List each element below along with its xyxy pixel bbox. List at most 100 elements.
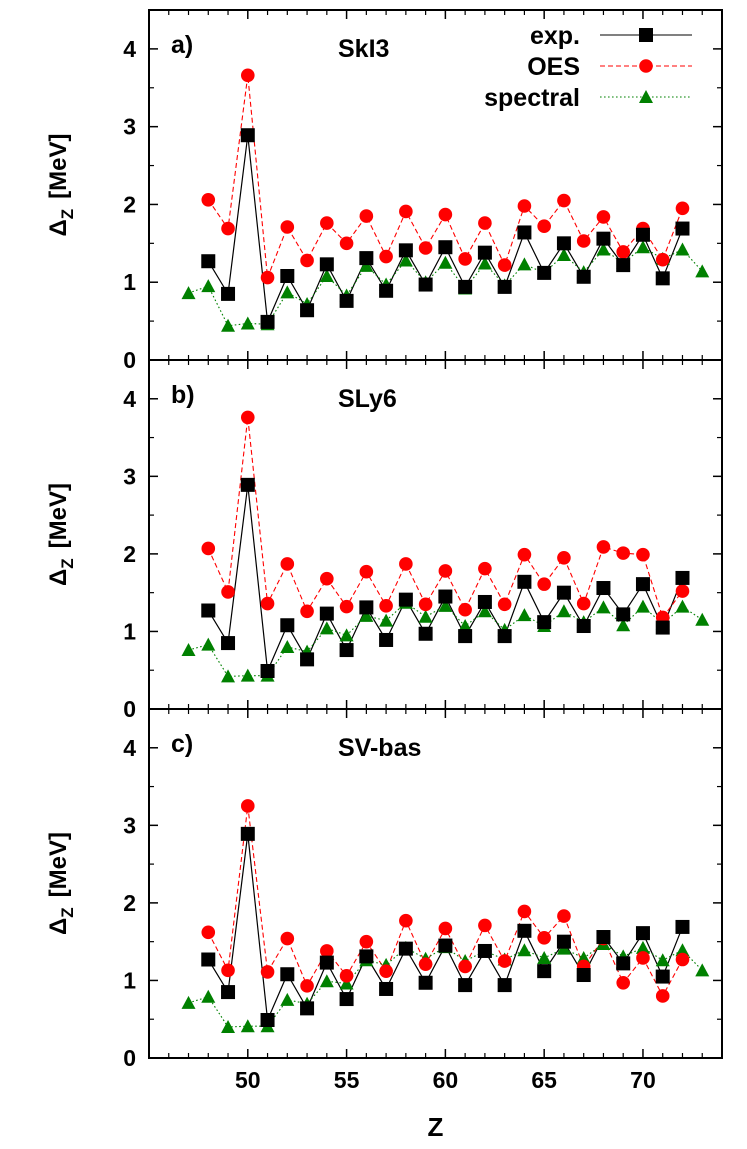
data-point-spectral	[635, 240, 650, 254]
data-point-oes	[418, 241, 433, 255]
data-point-spectral	[201, 637, 216, 651]
data-point-spectral	[181, 995, 196, 1009]
data-point-spectral	[556, 604, 571, 618]
data-point-oes	[576, 596, 591, 611]
data-point-exp	[576, 619, 591, 634]
panel-2: 0 1 2 3 4 b) SLy6 ΔZ [MeV]	[45, 359, 723, 722]
data-point-oes	[201, 192, 216, 207]
y-axis-label-symbol: Δ	[45, 569, 72, 586]
data-point-exp	[418, 277, 433, 292]
data-point-oes	[655, 252, 670, 267]
y-axis-label-subscript: Z	[58, 907, 77, 917]
data-point-exp	[339, 643, 354, 658]
data-point-oes	[280, 557, 295, 571]
data-point-spectral	[537, 950, 552, 964]
series-line-exp	[207, 484, 684, 674]
data-point-oes	[399, 557, 413, 571]
data-point-exp	[576, 269, 591, 284]
data-point-exp	[537, 265, 552, 280]
data-point-oes	[438, 207, 453, 222]
x-tick-label: 60	[433, 1067, 459, 1093]
y-tick-label: 0	[123, 347, 136, 373]
data-point-oes	[300, 253, 314, 268]
data-point-exp	[240, 826, 255, 841]
y-tick-label: 0	[123, 696, 136, 722]
data-point-exp	[280, 618, 295, 633]
data-point-spectral	[517, 257, 532, 271]
y-tick-label: 4	[123, 386, 136, 412]
data-point-exp	[477, 943, 492, 958]
y-axis-label-subscript: Z	[58, 558, 77, 568]
data-point-spectral	[339, 628, 354, 642]
data-point-spectral	[319, 269, 334, 282]
y-axis-label-symbol: Δ	[45, 219, 72, 236]
data-point-oes	[399, 913, 413, 928]
data-point-exp	[675, 919, 690, 934]
y-tick-label: 2	[123, 191, 136, 217]
y-tick-label: 3	[123, 463, 136, 489]
data-point-exp	[300, 1001, 315, 1016]
data-point-exp	[616, 258, 631, 273]
data-point-oes	[596, 540, 611, 554]
data-point-oes	[359, 209, 374, 223]
data-point-oes	[655, 989, 670, 1003]
data-point-spectral	[319, 621, 334, 635]
data-point-exp	[438, 589, 453, 604]
data-point-oes	[537, 219, 551, 234]
data-point-exp	[438, 938, 453, 953]
legend-marker-spectral	[639, 90, 653, 103]
data-point-spectral	[635, 940, 650, 954]
panel-label: a)	[171, 31, 193, 59]
data-point-oes	[557, 193, 571, 208]
data-point-oes	[438, 921, 453, 936]
data-point-oes	[300, 604, 314, 619]
data-point-exp	[497, 279, 512, 294]
data-point-spectral	[221, 1019, 236, 1033]
data-point-oes	[478, 918, 492, 933]
data-point-oes	[260, 270, 275, 285]
data-point-exp	[221, 985, 236, 1000]
data-point-exp	[556, 934, 571, 949]
y-tick-label: 3	[123, 812, 136, 838]
data-point-spectral	[319, 974, 334, 988]
data-point-exp	[477, 594, 492, 609]
data-point-spectral	[240, 316, 255, 330]
x-tick-label: 55	[334, 1067, 360, 1093]
data-point-oes	[557, 550, 571, 565]
data-point-exp	[339, 293, 354, 308]
data-point-exp	[497, 629, 512, 644]
data-point-spectral	[280, 639, 295, 653]
y-axis-label-unit: [MeV]	[45, 134, 72, 199]
data-point-oes	[596, 210, 611, 224]
data-point-exp	[319, 257, 334, 272]
data-point-exp	[458, 629, 473, 644]
legend: exp. OES spectral	[484, 22, 692, 112]
data-point-exp	[280, 269, 295, 283]
legend-label-spectral: spectral	[484, 84, 580, 112]
data-point-exp	[201, 603, 216, 618]
data-point-spectral	[556, 248, 571, 261]
data-point-oes	[201, 541, 216, 556]
data-point-spectral	[398, 253, 413, 267]
panel-1: 0 1 2 3 4 a) SkI3 ΔZ [MeV] exp. OES spectral	[45, 9, 723, 373]
data-point-exp	[616, 956, 631, 971]
data-point-spectral	[695, 264, 710, 278]
data-point-exp	[497, 978, 512, 993]
data-point-oes	[675, 584, 690, 598]
data-point-exp	[517, 225, 532, 240]
data-point-spectral	[181, 643, 196, 657]
plot-frame	[148, 9, 723, 361]
data-point-oes	[517, 199, 532, 213]
data-point-oes	[379, 249, 393, 264]
data-point-spectral	[695, 963, 710, 977]
data-point-oes	[240, 799, 255, 813]
data-point-exp	[359, 251, 374, 266]
data-point-oes	[458, 602, 472, 617]
data-point-oes	[300, 979, 314, 993]
panel-title: SLy6	[338, 385, 397, 413]
data-point-exp	[398, 592, 413, 607]
data-point-exp	[221, 636, 236, 651]
data-point-spectral	[695, 612, 710, 626]
panel-title: SkI3	[338, 35, 389, 63]
data-point-exp	[655, 620, 670, 635]
